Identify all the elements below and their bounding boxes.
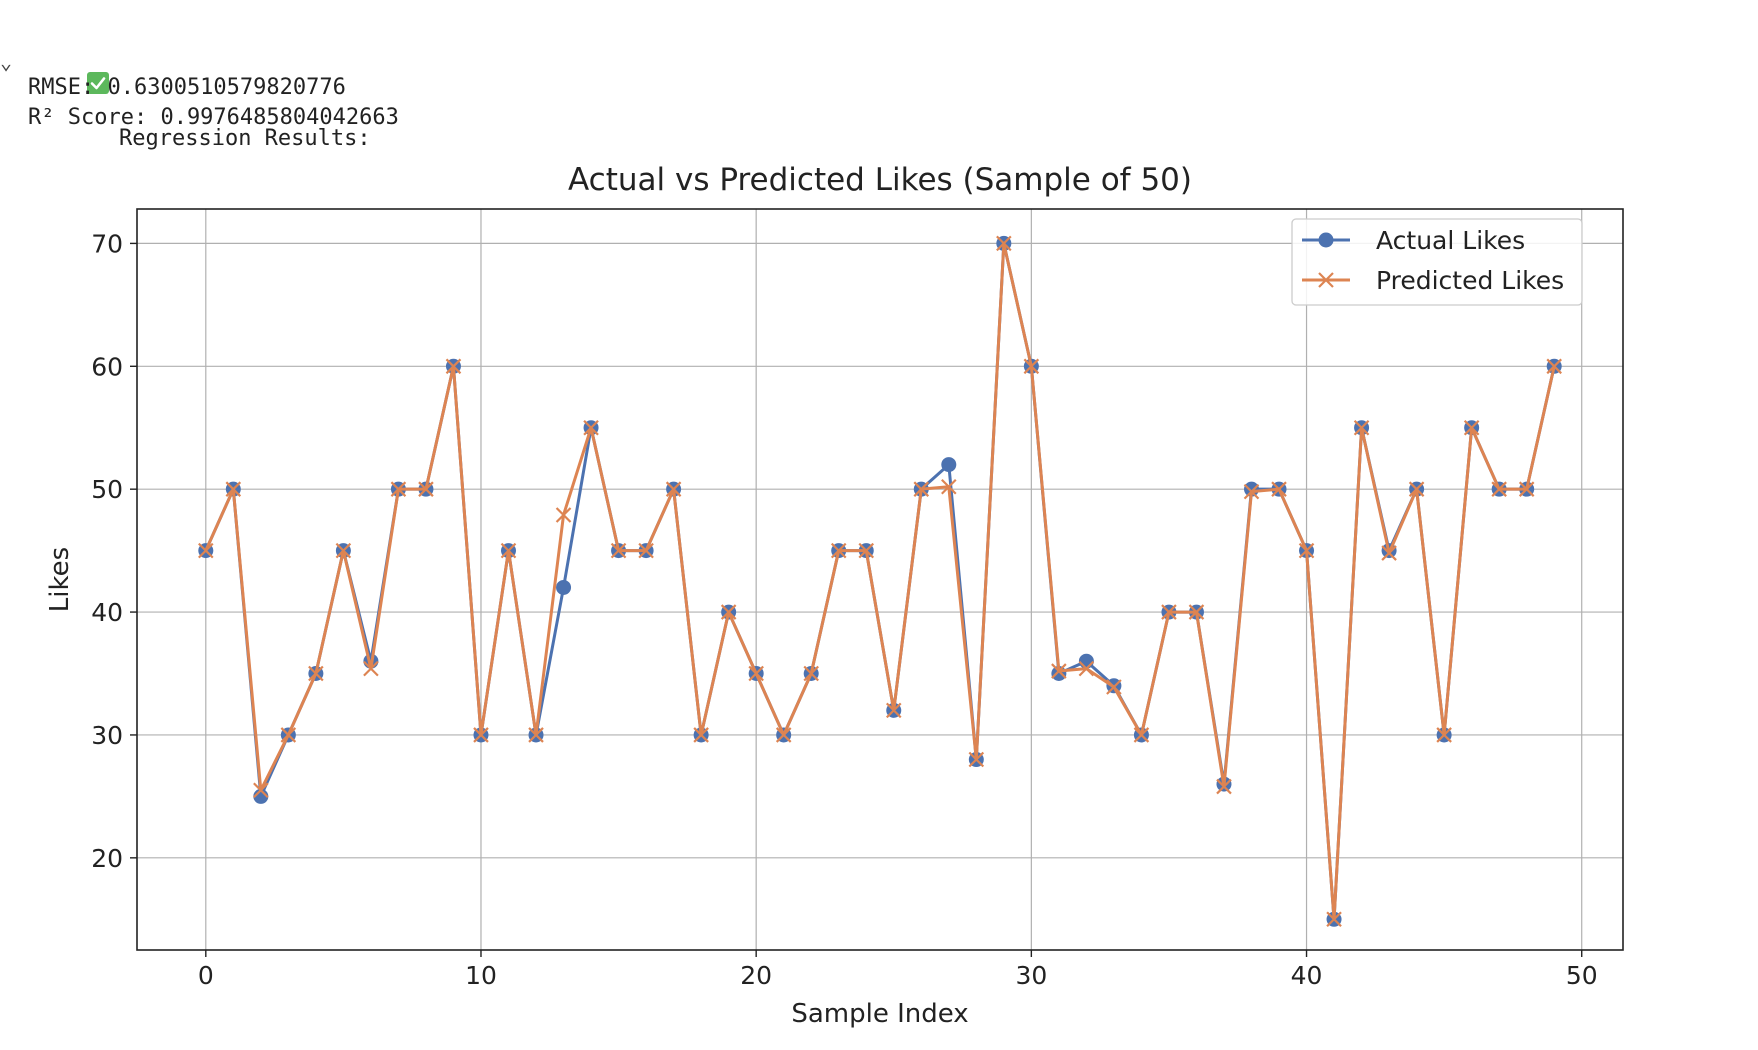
predicted-point bbox=[418, 481, 434, 497]
y-tick-label: 40 bbox=[91, 598, 123, 627]
predicted-point bbox=[473, 727, 489, 743]
predicted-point bbox=[1381, 545, 1397, 561]
predicted-point bbox=[308, 665, 324, 682]
y-tick-label: 30 bbox=[91, 721, 123, 750]
legend-marker bbox=[1318, 232, 1334, 248]
predicted-point bbox=[335, 542, 352, 559]
predicted-point bbox=[1491, 481, 1507, 497]
predicted-point bbox=[1106, 679, 1122, 695]
line-chart: 0 10 20 30 40 50 20 30 40 50 60 70 Actual vs Predict… bbox=[45, 162, 1624, 1029]
predicted-point bbox=[445, 358, 462, 375]
predicted-point bbox=[1078, 660, 1095, 677]
predicted-point bbox=[1023, 358, 1040, 375]
predicted-point bbox=[1271, 481, 1287, 497]
predicted-point bbox=[1133, 727, 1150, 743]
y-axis-label: Likes bbox=[45, 547, 75, 612]
predicted-point bbox=[555, 507, 572, 523]
collapse-output-icon[interactable]: ⌄ bbox=[0, 50, 13, 74]
actual-point bbox=[941, 457, 957, 473]
predicted-point bbox=[693, 727, 709, 743]
x-tick-label: 50 bbox=[1566, 961, 1598, 990]
chart-title: Actual vs Predicted Likes (Sample of 50) bbox=[568, 162, 1192, 198]
check-mark-icon bbox=[86, 72, 109, 94]
predicted-point bbox=[280, 727, 297, 743]
predicted-point bbox=[858, 542, 875, 559]
status-line: Regression Results: bbox=[34, 44, 371, 181]
predicted-point bbox=[830, 542, 847, 559]
y-tick-label: 70 bbox=[91, 229, 123, 258]
predicted-point bbox=[1243, 483, 1260, 500]
actual-point bbox=[1244, 481, 1259, 497]
predicted-point bbox=[885, 702, 902, 719]
predicted-point bbox=[996, 235, 1012, 252]
x-tick-label: 30 bbox=[1015, 961, 1047, 990]
y-tick-label: 60 bbox=[91, 352, 123, 381]
predicted-point bbox=[638, 542, 654, 559]
predicted-point bbox=[941, 478, 957, 495]
predicted-point bbox=[803, 665, 819, 682]
predicted-point bbox=[198, 542, 214, 559]
predicted-point bbox=[500, 542, 517, 559]
x-tick-label: 20 bbox=[740, 961, 772, 990]
predicted-point bbox=[363, 660, 379, 677]
x-tick-label: 10 bbox=[465, 961, 497, 990]
predicted-point bbox=[1188, 604, 1205, 620]
legend-label: Actual Likes bbox=[1376, 226, 1525, 255]
predicted-point bbox=[1353, 419, 1370, 436]
predicted-point bbox=[775, 727, 792, 743]
predicted-point bbox=[583, 419, 599, 436]
predicted-point bbox=[1161, 604, 1177, 620]
predicted-point bbox=[528, 727, 544, 743]
predicted-point bbox=[720, 604, 737, 620]
predicted-point bbox=[968, 751, 985, 768]
predicted-point bbox=[1436, 727, 1452, 743]
predicted-point bbox=[1298, 542, 1315, 559]
r2-text: R² Score: 0.9976485804042663 bbox=[28, 105, 399, 130]
x-tick-label: 40 bbox=[1291, 961, 1323, 990]
predicted-point bbox=[1546, 358, 1562, 375]
predicted-point bbox=[1216, 778, 1232, 795]
predicted-point bbox=[913, 481, 930, 497]
legend-marker bbox=[1318, 272, 1334, 288]
x-tick-label: 0 bbox=[198, 961, 214, 990]
predicted-point bbox=[1051, 663, 1067, 679]
predicted-point bbox=[1518, 481, 1535, 497]
legend-box bbox=[1291, 218, 1583, 306]
x-axis-label: Sample Index bbox=[791, 999, 968, 1029]
predicted-point bbox=[1463, 419, 1480, 436]
predicted-point bbox=[225, 481, 242, 497]
predicted-point bbox=[665, 481, 682, 497]
y-tick-label: 20 bbox=[91, 844, 123, 873]
legend-label: Predicted Likes bbox=[1376, 266, 1564, 295]
predicted-point bbox=[390, 481, 407, 497]
rmse-text: RMSE: 0.6300510579820776 bbox=[28, 75, 346, 100]
status-text: Regression Results: bbox=[118, 126, 371, 151]
predicted-point bbox=[610, 542, 627, 559]
predicted-point bbox=[1408, 481, 1425, 497]
y-tick-label: 50 bbox=[91, 475, 123, 504]
predicted-point bbox=[748, 665, 764, 682]
predicted-point bbox=[253, 782, 269, 799]
actual-point bbox=[556, 579, 572, 595]
actual-point bbox=[1078, 653, 1094, 669]
plot-frame bbox=[136, 208, 1624, 951]
predicted-point bbox=[1326, 911, 1342, 928]
series-line-predicted bbox=[204, 241, 1556, 921]
